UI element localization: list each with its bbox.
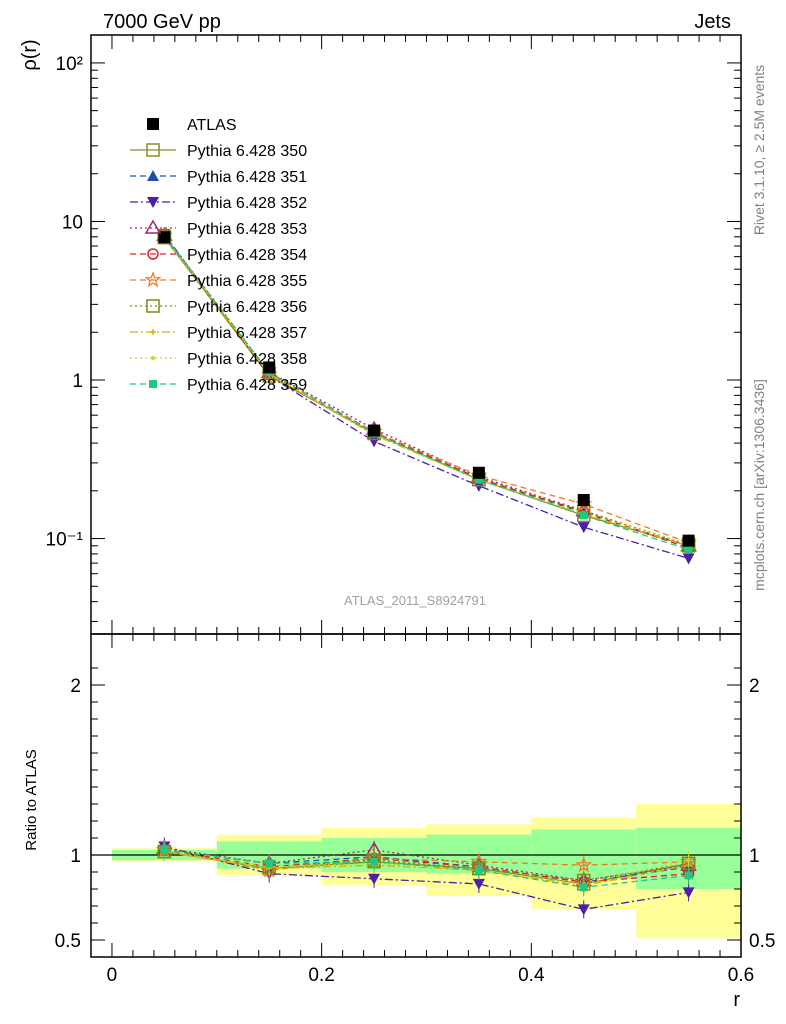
ratio-series-marker bbox=[472, 878, 485, 890]
ratio-series-marker bbox=[265, 859, 274, 868]
ratio-series-marker bbox=[577, 904, 590, 916]
main-y-tick-label: 10² bbox=[56, 54, 83, 75]
legend-marker bbox=[146, 299, 160, 313]
mcplots-label: mcplots.cern.ch [arXiv:1306.3436] bbox=[751, 379, 767, 591]
header-left-label: 7000 GeV pp bbox=[103, 11, 221, 33]
main-series-marker bbox=[579, 511, 588, 520]
legend-atlas-label: ATLAS bbox=[187, 117, 237, 134]
legend-label: Pythia 6.428 351 bbox=[187, 169, 307, 186]
ratio-y-tick-label-right: 0.5 bbox=[749, 931, 775, 952]
x-tick-label: 0.6 bbox=[728, 965, 754, 986]
legend-marker bbox=[147, 248, 159, 260]
ratio-series-line bbox=[164, 847, 689, 882]
x-tick-label: 0.2 bbox=[308, 965, 334, 986]
ratio-series-line bbox=[164, 849, 689, 871]
ratio-uncertainty-bands bbox=[91, 804, 741, 939]
atlas-data-point bbox=[472, 466, 485, 479]
legend-marker bbox=[144, 219, 162, 234]
legend-atlas-marker bbox=[147, 118, 159, 130]
ratio-y-tick-label-right: 2 bbox=[749, 676, 760, 697]
legend-label: Pythia 6.428 357 bbox=[187, 325, 307, 342]
legend-label: Pythia 6.428 352 bbox=[187, 195, 307, 212]
legend-label: Pythia 6.428 359 bbox=[187, 377, 307, 394]
atlas-data-point bbox=[368, 424, 381, 437]
ratio-series-marker bbox=[684, 871, 693, 880]
rivet-version-label: Rivet 3.1.10, ≥ 2.5M events bbox=[751, 65, 767, 235]
legend-label: Pythia 6.428 358 bbox=[187, 351, 307, 368]
legend-marker bbox=[146, 143, 160, 157]
legend-label: Pythia 6.428 355 bbox=[187, 273, 307, 290]
ratio-series-line bbox=[164, 849, 689, 883]
legend-marker bbox=[151, 356, 155, 360]
x-tick-label: 0.4 bbox=[518, 965, 545, 986]
ratio-y-tick-label-left: 0.5 bbox=[55, 931, 81, 952]
main-y-tick-label: 10 bbox=[62, 212, 83, 233]
analysis-label: ATLAS_2011_S8924791 bbox=[344, 593, 486, 608]
ratio-y-tick-label-left: 2 bbox=[70, 676, 81, 697]
x-tick-label: 0 bbox=[107, 965, 118, 986]
legend-label: Pythia 6.428 350 bbox=[187, 143, 307, 160]
main-y-tick-label: 10⁻¹ bbox=[46, 530, 84, 551]
ratio-y-axis-label: Ratio to ATLAS bbox=[23, 749, 40, 850]
atlas-data-point bbox=[158, 231, 171, 244]
ratio-series-line bbox=[164, 845, 689, 911]
ratio-series-marker bbox=[682, 887, 695, 899]
ratio-series-line bbox=[164, 850, 689, 887]
ratio-series-marker bbox=[579, 883, 588, 892]
ratio-plot-frame bbox=[90, 633, 742, 958]
ratio-y-tick-label-left: 1 bbox=[70, 846, 81, 867]
atlas-data-point bbox=[577, 494, 590, 507]
ratio-series-marker bbox=[686, 858, 691, 863]
main-series-marker bbox=[684, 545, 693, 554]
atlas-data-point bbox=[263, 361, 276, 374]
ratio-series-marker bbox=[474, 866, 483, 875]
ratio-series-line bbox=[164, 849, 689, 883]
main-series-line bbox=[163, 236, 689, 545]
atlas-data-point bbox=[682, 534, 695, 547]
main-series-line bbox=[163, 236, 689, 547]
ratio-series-group bbox=[155, 837, 697, 919]
legend-label: Pythia 6.428 353 bbox=[187, 221, 307, 238]
legend-label: Pythia 6.428 354 bbox=[187, 247, 307, 264]
main-y-tick-label: 1 bbox=[72, 371, 83, 392]
legend-marker bbox=[147, 170, 159, 181]
ratio-series-marker bbox=[160, 845, 169, 854]
ratio-y-tick-label-right: 1 bbox=[749, 846, 760, 867]
legend-marker bbox=[147, 197, 159, 208]
x-axis-label: r bbox=[733, 989, 740, 1011]
main-series-line bbox=[163, 235, 689, 551]
legend-marker bbox=[150, 329, 156, 335]
main-series-marker bbox=[474, 475, 483, 484]
header-right-label: Jets bbox=[694, 11, 731, 33]
legend-label: Pythia 6.428 356 bbox=[187, 299, 307, 316]
ratio-series-line bbox=[164, 849, 689, 888]
plot-frames: 10⁻¹ 1 10 10² 0.5 0.5 1 1 2 2 0 0.2 0.4 0.6 bbox=[46, 34, 775, 986]
ratio-series-marker bbox=[575, 856, 593, 873]
ratio-series-marker bbox=[368, 873, 381, 885]
legend: ATLAS Pythia 6.428 350 Pythia 6.428 351 Pyt… bbox=[130, 117, 307, 394]
legend-marker bbox=[144, 271, 162, 288]
main-series-marker bbox=[577, 522, 590, 534]
main-y-axis-label: ρ(r) bbox=[19, 39, 41, 70]
legend-marker bbox=[149, 380, 157, 388]
ratio-series-marker bbox=[370, 857, 379, 866]
main-series-marker bbox=[682, 553, 695, 565]
main-series-group bbox=[156, 226, 697, 565]
